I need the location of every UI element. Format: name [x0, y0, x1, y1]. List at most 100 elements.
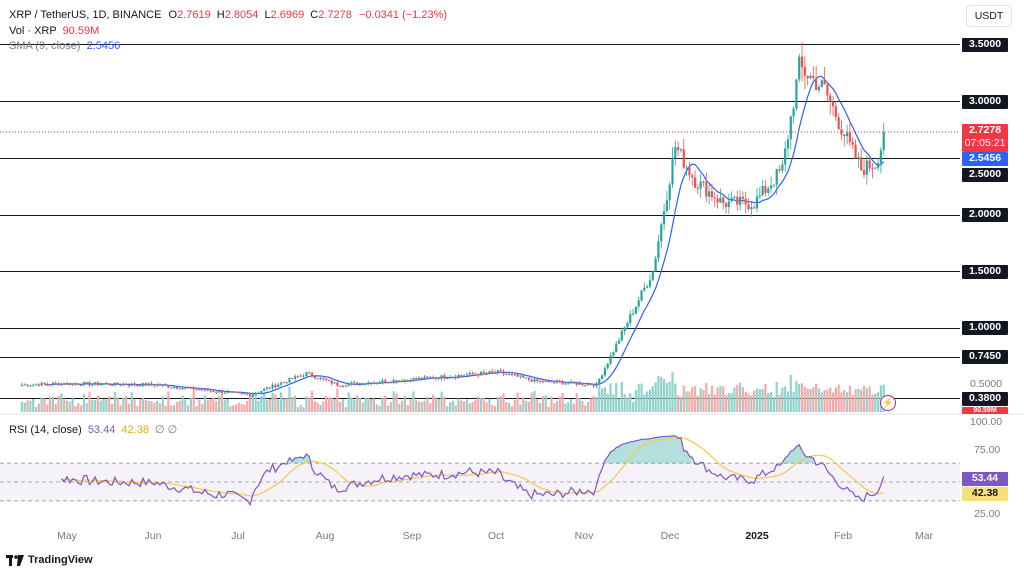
volume-bar: [181, 395, 184, 412]
candle-body: [198, 389, 201, 391]
volume-bar: [570, 399, 573, 412]
candle-body: [843, 134, 846, 137]
time-axis-jul: Jul: [231, 530, 245, 542]
symbol-title[interactable]: XRP / TetherUS, 1D, BINANCE: [9, 9, 162, 21]
volume-bar: [141, 397, 145, 412]
volume-bar: [468, 403, 471, 412]
volume-bar: [564, 403, 567, 412]
tradingview-logo[interactable]: TradingView: [6, 554, 93, 566]
candle-body: [702, 181, 705, 183]
volume-bar: [719, 386, 722, 412]
candle-body: [581, 383, 584, 386]
volume-bar: [862, 385, 866, 412]
volume-bar: [539, 403, 542, 412]
volume-bar: [82, 394, 85, 412]
currency-button[interactable]: USDT: [966, 5, 1012, 27]
volume-bar: [555, 401, 559, 412]
candle-body: [679, 149, 683, 151]
volume-bar: [37, 403, 40, 412]
rsi-legend[interactable]: RSI (14, close) 53.44 42.38 ∅ ∅: [9, 423, 177, 436]
legend-volume[interactable]: Vol · XRP 90.59M: [9, 25, 99, 37]
volume-bar: [874, 393, 877, 412]
candle-body: [502, 371, 505, 374]
volume-bar: [288, 386, 291, 412]
candle-body: [181, 388, 184, 390]
close-label: C: [310, 9, 319, 21]
volume-bar: [513, 399, 516, 412]
volume-bar: [198, 399, 201, 412]
volume-bar: [403, 395, 407, 412]
candle-body: [330, 380, 333, 384]
volume-bar: [654, 382, 657, 412]
candle-body: [454, 376, 457, 378]
volume-bar: [240, 403, 243, 412]
volume-bar: [837, 384, 840, 412]
bolt-icon[interactable]: ⚡: [880, 395, 896, 411]
volume-bar: [158, 403, 162, 412]
rsi-axis-25: 25.00: [974, 508, 1001, 520]
candle-body: [606, 363, 609, 369]
volume-bar: [302, 407, 305, 412]
candle-body: [713, 197, 716, 199]
candle-body: [237, 392, 240, 394]
candle-body: [392, 380, 395, 383]
volume-bar: [108, 396, 111, 412]
candle-body: [465, 374, 469, 376]
volume-bar: [291, 396, 294, 412]
volume-bar: [212, 398, 215, 412]
candle-body: [615, 343, 618, 353]
volume-bar: [29, 400, 32, 412]
candle-body: [77, 383, 80, 385]
volume-bar: [170, 405, 173, 412]
legend-sma[interactable]: SMA (9, close) 2.5456: [9, 40, 120, 52]
candle-body: [662, 211, 666, 225]
volume-bar: [877, 392, 880, 412]
volume-bar: [203, 395, 207, 412]
candle-body: [829, 95, 832, 102]
volume-bar: [358, 397, 361, 412]
volume-bar: [682, 385, 685, 412]
last-price-tag: 2.7278 07:05:21: [962, 124, 1008, 152]
high-label: H: [216, 9, 225, 21]
candle-body: [130, 383, 133, 386]
candle-body: [381, 380, 384, 383]
volume-bar: [502, 393, 505, 412]
candle-body: [479, 372, 483, 376]
candle-body: [851, 141, 854, 145]
time-axis-mar: Mar: [914, 530, 934, 542]
candle-body: [116, 382, 119, 385]
volume-bar: [215, 401, 218, 412]
volume-bar: [136, 406, 139, 412]
price-axis-0.5: 0.5000: [970, 378, 1003, 390]
candle-body: [88, 382, 91, 386]
candle-body: [375, 382, 378, 384]
volume-bar: [868, 386, 871, 412]
candle-body: [477, 374, 480, 376]
volume-bar: [567, 401, 570, 412]
candle-body: [682, 149, 685, 168]
candle-body: [719, 197, 722, 203]
volume-bar: [265, 400, 269, 412]
volume-bar: [437, 398, 440, 412]
volume-bar: [110, 403, 114, 412]
candle-body: [347, 383, 350, 386]
candle-body: [460, 375, 463, 377]
volume-bar: [640, 383, 643, 412]
rsi-value-tag: 53.44: [962, 472, 1008, 486]
legend-main: XRP / TetherUS, 1D, BINANCE O2.7619 H2.8…: [9, 9, 447, 21]
volume-bar: [313, 401, 316, 412]
candle-body: [68, 383, 71, 385]
candle-body: [251, 394, 254, 397]
volume-tag: 90.59M: [962, 407, 1008, 414]
candle-body: [178, 388, 181, 390]
volume-bar: [550, 396, 553, 412]
volume-bar: [395, 393, 398, 412]
candle-body: [367, 382, 370, 384]
volume-bar: [806, 388, 809, 412]
candle-body: [817, 86, 821, 91]
candle-body: [158, 384, 162, 386]
candle-body: [429, 377, 432, 379]
candle-body: [854, 144, 857, 159]
volume-bar: [34, 407, 38, 412]
